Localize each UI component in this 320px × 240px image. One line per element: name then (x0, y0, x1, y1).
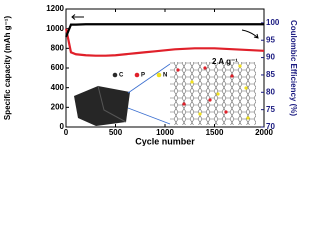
x-tick-label: 500 (109, 128, 123, 137)
y2-tick-label: 80 (266, 87, 275, 96)
y-tick-label: 400 (51, 83, 65, 92)
y2-axis-title: Coulombic Efficiency (%) (289, 20, 298, 116)
y2-tick-label: 100 (266, 18, 280, 27)
series-line (65, 23, 264, 38)
y2-tick-label: 75 (266, 105, 275, 114)
x-tick-label: 1500 (206, 128, 224, 137)
x-tick-label: 2000 (255, 128, 273, 137)
legend-dot (134, 72, 140, 78)
chart: 0 500 1000 1500 2000 0 200 400 600 800 1000 1200 70 7… (3, 4, 298, 146)
y2-tick-label: 70 (266, 122, 275, 131)
inset-block-edge (97, 85, 127, 123)
series-line (65, 28, 265, 57)
y-axis-title: Specific capacity (mAh g⁻¹) (3, 16, 12, 121)
zoom-line (127, 63, 171, 94)
y-tick-label: 800 (51, 43, 65, 52)
lattice-atoms (176, 64, 250, 120)
arrow-right (241, 29, 259, 39)
zoom-line (127, 107, 171, 125)
y2-tick-label: 90 (266, 53, 275, 62)
y2-tick-label: 95 (266, 35, 275, 44)
y2-tick-label: 85 (266, 70, 275, 79)
y-tick-label: 1000 (46, 24, 64, 33)
legend-dot (112, 72, 118, 78)
x-tick-label: 1000 (156, 128, 174, 137)
arrow-left (71, 14, 84, 20)
y-tick-label: 200 (51, 102, 65, 111)
annotation: 2 A g⁻¹ (212, 57, 238, 66)
y-tick-label: 1200 (46, 4, 64, 13)
x-tick-label: 0 (64, 128, 69, 137)
y-tick-label: 0 (60, 122, 65, 131)
legend-label: C (119, 73, 124, 79)
legend-label: P (141, 73, 145, 79)
y-tick-label: 600 (51, 63, 65, 72)
legend-dot (156, 72, 162, 78)
x-axis-title: Cycle number (135, 136, 195, 146)
inset (74, 62, 256, 126)
inset-lattice (170, 62, 256, 125)
legend-label: N (163, 73, 167, 79)
